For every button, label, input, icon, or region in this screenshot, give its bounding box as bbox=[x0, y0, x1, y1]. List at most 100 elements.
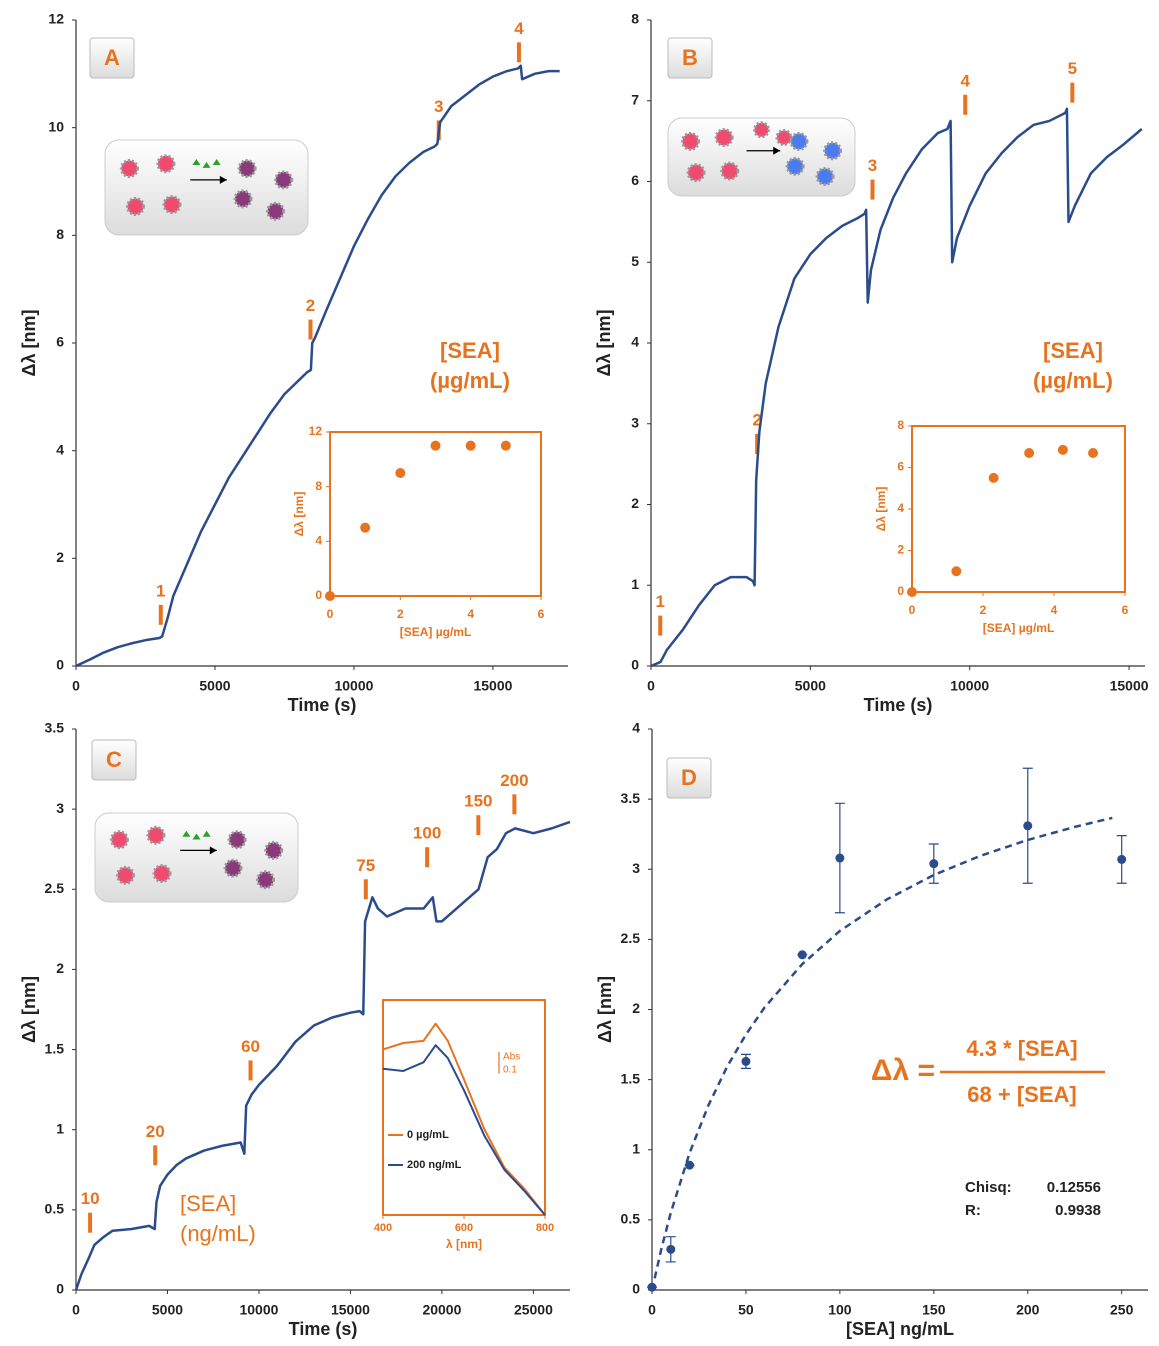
particle bbox=[117, 867, 133, 883]
x-tick-label: 5000 bbox=[795, 678, 826, 694]
particle bbox=[225, 860, 241, 876]
point bbox=[1058, 445, 1068, 455]
y-tick-label: 0 bbox=[56, 657, 64, 673]
y-tick-label: 6 bbox=[56, 334, 64, 350]
particle bbox=[787, 158, 803, 174]
x-tick-label: 6 bbox=[538, 607, 545, 621]
y-tick-label: 1.5 bbox=[45, 1040, 65, 1056]
y-tick-label: 0 bbox=[897, 584, 904, 598]
x-tick-label: 15000 bbox=[331, 1302, 370, 1318]
y-tick-label: 12 bbox=[309, 424, 323, 438]
x-tick-label: 4 bbox=[1051, 603, 1058, 617]
x-axis-label: [SEA] µg/mL bbox=[983, 621, 1055, 635]
y-axis-label: Δλ [nm] bbox=[874, 487, 888, 532]
x-tick-label: 600 bbox=[455, 1222, 473, 1234]
injection-marker bbox=[512, 794, 516, 814]
point bbox=[1024, 448, 1034, 458]
injection-marker bbox=[476, 815, 480, 835]
x-axis-label: Time (s) bbox=[864, 695, 933, 715]
page: Δλ = 4.3 * [SEA] 68 + [SEA] Chisq: 0.125… bbox=[0, 0, 1159, 1346]
particle bbox=[276, 172, 292, 188]
particle bbox=[682, 133, 698, 149]
x-tick-label: 25000 bbox=[514, 1302, 553, 1318]
y-tick-label: 6 bbox=[897, 460, 904, 474]
injection-label: 4 bbox=[961, 71, 971, 90]
y-tick-label: 0 bbox=[631, 657, 639, 673]
unit-note: (µg/mL) bbox=[1033, 368, 1113, 393]
y-tick-label: 8 bbox=[56, 226, 64, 242]
unit-note: [SEA] bbox=[440, 338, 500, 363]
injection-marker bbox=[517, 42, 521, 62]
y-tick-label: 4 bbox=[897, 501, 904, 515]
injection-marker bbox=[249, 1060, 253, 1080]
panel-label: A bbox=[104, 45, 120, 70]
particle bbox=[268, 203, 284, 219]
point bbox=[648, 1283, 657, 1292]
point bbox=[666, 1245, 675, 1254]
y-tick-label: 2 bbox=[897, 543, 904, 557]
figure: Δλ = 4.3 * [SEA] 68 + [SEA] Chisq: 0.125… bbox=[0, 0, 1159, 1346]
y-tick-label: 1.5 bbox=[621, 1070, 641, 1086]
y-tick-label: 1 bbox=[631, 576, 639, 592]
injection-marker bbox=[364, 879, 368, 899]
schematic bbox=[105, 140, 308, 235]
y-axis-label: Δλ [nm] bbox=[595, 976, 615, 1043]
y-axis-label: Δλ [nm] bbox=[292, 492, 306, 537]
x-tick-label: 150 bbox=[922, 1302, 946, 1318]
equation-denominator: 68 + [SEA] bbox=[967, 1082, 1076, 1107]
scale-bar-value: 0.1 bbox=[503, 1065, 517, 1076]
x-tick-label: 0 bbox=[648, 1302, 656, 1318]
y-tick-label: 2.5 bbox=[621, 930, 641, 946]
particle bbox=[127, 199, 143, 215]
point bbox=[798, 950, 807, 959]
equation: Δλ = 4.3 * [SEA] 68 + [SEA] bbox=[871, 1036, 1105, 1107]
y-tick-label: 6 bbox=[631, 172, 639, 188]
y-tick-label: 3 bbox=[56, 800, 64, 816]
inset-frame bbox=[383, 1000, 545, 1215]
y-tick-label: 1 bbox=[632, 1140, 640, 1156]
x-tick-label: 400 bbox=[374, 1222, 392, 1234]
particle bbox=[791, 133, 807, 149]
y-tick-label: 4 bbox=[631, 334, 639, 350]
particle bbox=[154, 866, 170, 882]
x-tick-label: 10000 bbox=[950, 678, 989, 694]
injection-marker bbox=[153, 1145, 157, 1165]
legend-label: 200 ng/mL bbox=[407, 1159, 462, 1171]
equation-lhs: Δλ = bbox=[871, 1054, 935, 1087]
point bbox=[360, 523, 370, 533]
equation-numerator: 4.3 * [SEA] bbox=[966, 1036, 1077, 1061]
x-axis-label: [SEA] ng/mL bbox=[846, 1319, 954, 1339]
scale-bar-label: Abs bbox=[503, 1052, 520, 1063]
injection-marker bbox=[963, 95, 967, 115]
x-axis-label: λ [nm] bbox=[446, 1237, 482, 1251]
x-tick-label: 50 bbox=[738, 1302, 754, 1318]
x-tick-label: 0 bbox=[327, 607, 334, 621]
point bbox=[989, 473, 999, 483]
y-tick-label: 3.5 bbox=[45, 720, 65, 736]
y-tick-label: 1 bbox=[56, 1120, 64, 1136]
x-tick-label: 5000 bbox=[152, 1302, 183, 1318]
unit-note: [SEA] bbox=[1043, 338, 1103, 363]
injection-label: 1 bbox=[656, 592, 665, 611]
injection-label: 10 bbox=[81, 1189, 100, 1208]
stat-value: 0.12556 bbox=[1047, 1179, 1101, 1196]
schematic bbox=[668, 118, 855, 196]
y-tick-label: 8 bbox=[631, 11, 639, 27]
point bbox=[741, 1057, 750, 1066]
point bbox=[685, 1161, 694, 1170]
y-tick-label: 7 bbox=[631, 91, 639, 107]
x-tick-label: 250 bbox=[1110, 1302, 1134, 1318]
x-tick-label: 2 bbox=[980, 603, 987, 617]
fit-stats: Chisq: 0.12556 R: 0.9938 bbox=[965, 1179, 1101, 1219]
inset-frame bbox=[330, 432, 541, 596]
x-tick-label: 15000 bbox=[473, 678, 512, 694]
y-tick-label: 3 bbox=[631, 414, 639, 430]
y-tick-label: 12 bbox=[48, 11, 64, 27]
y-tick-label: 2 bbox=[632, 1000, 640, 1016]
particle bbox=[235, 191, 251, 207]
x-tick-label: 20000 bbox=[422, 1302, 461, 1318]
panel-label: B bbox=[682, 45, 698, 70]
y-tick-label: 8 bbox=[897, 418, 904, 432]
injection-marker bbox=[159, 605, 163, 625]
injection-label: 1 bbox=[156, 581, 165, 600]
